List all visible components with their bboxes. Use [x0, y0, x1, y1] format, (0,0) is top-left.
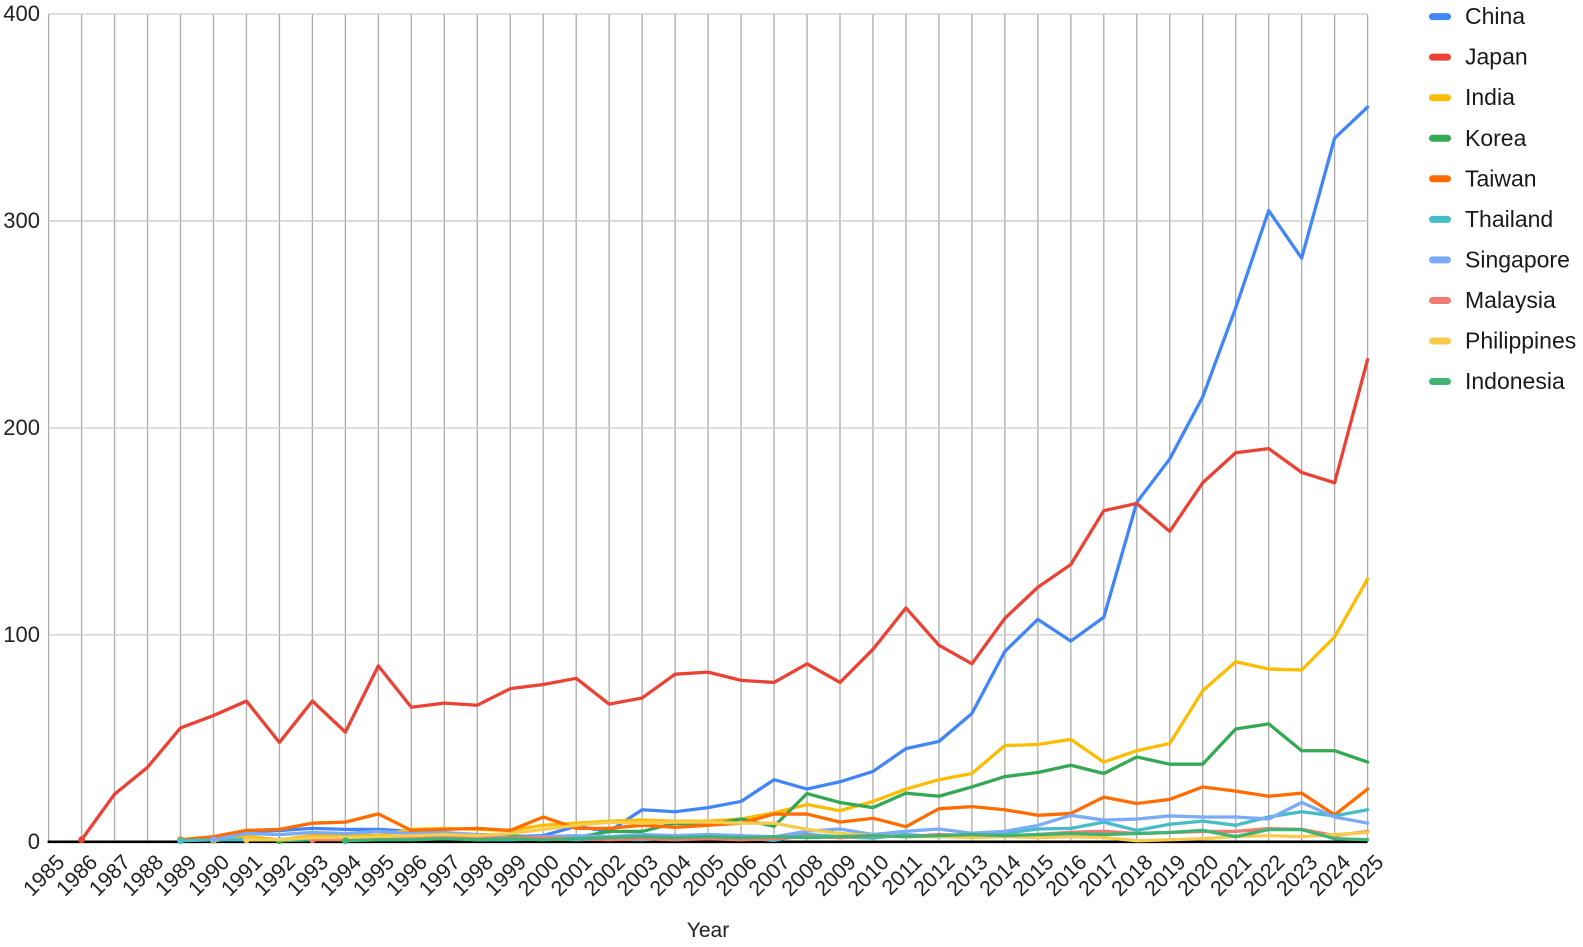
svg-text:Year: Year: [687, 919, 729, 942]
svg-text:Singapore: Singapore: [1465, 246, 1570, 272]
svg-text:Taiwan: Taiwan: [1465, 165, 1537, 191]
svg-text:Korea: Korea: [1465, 125, 1527, 151]
svg-text:India: India: [1465, 84, 1515, 110]
svg-text:Philippines: Philippines: [1465, 328, 1576, 354]
svg-text:Malaysia: Malaysia: [1465, 287, 1556, 313]
svg-text:Indonesia: Indonesia: [1465, 368, 1565, 394]
svg-text:400: 400: [3, 1, 40, 26]
svg-text:0: 0: [28, 829, 40, 854]
svg-text:Thailand: Thailand: [1465, 206, 1553, 232]
svg-text:China: China: [1465, 3, 1525, 29]
svg-text:100: 100: [3, 622, 40, 647]
svg-text:300: 300: [3, 208, 40, 233]
svg-text:200: 200: [3, 415, 40, 440]
svg-text:Japan: Japan: [1465, 44, 1528, 70]
